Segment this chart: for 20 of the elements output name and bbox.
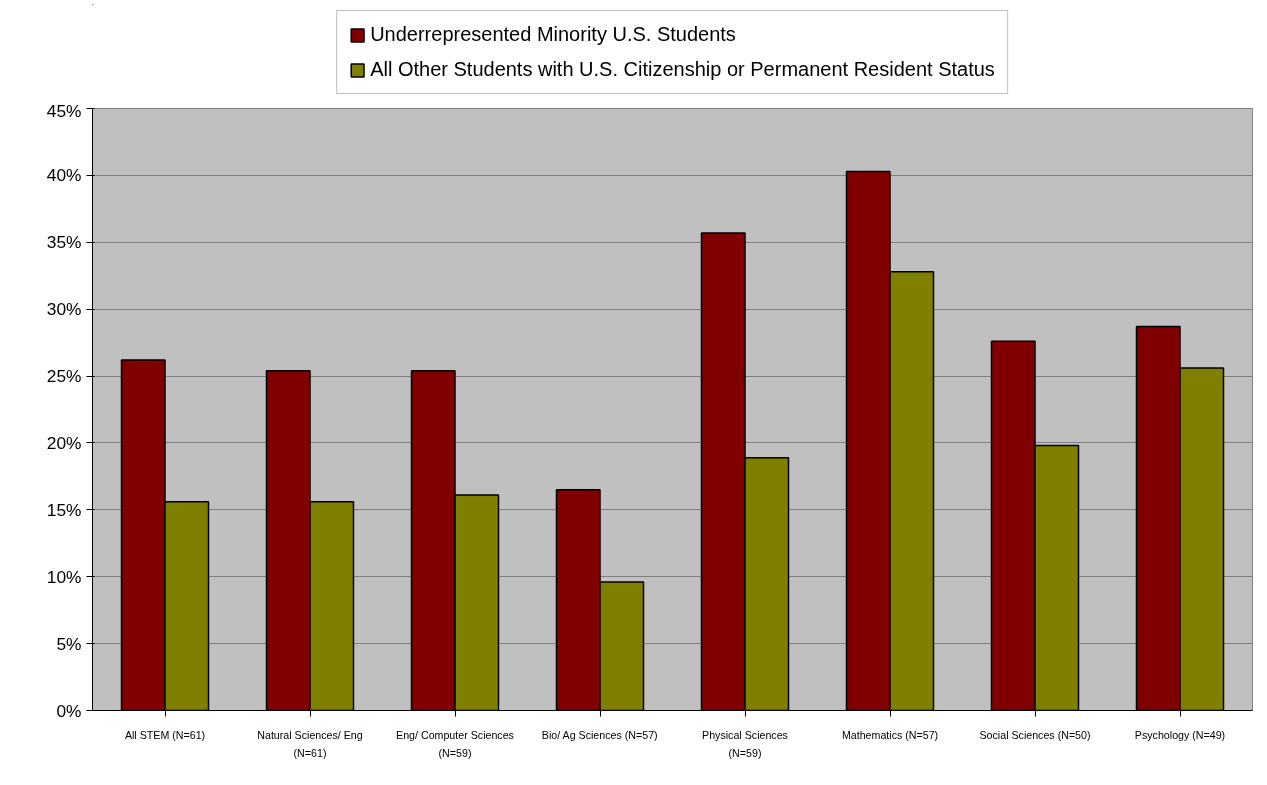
y-tick-label: 40% — [46, 165, 82, 186]
y-tick-label: 45% — [46, 100, 82, 121]
x-tick-label: Bio/ Ag Sciences (N=57) — [541, 728, 658, 741]
x-tick-label: Psychology (N=49) — [1134, 728, 1226, 741]
x-tick-label: Eng/ Computer Sciences (N=59) — [396, 728, 514, 759]
y-tick-label: 30% — [46, 299, 82, 320]
y-tick-label: 25% — [46, 366, 82, 387]
y-tick-label: 10% — [46, 566, 82, 587]
legend-label: All Other Students with U.S. Citizenship or Permanent Resident Status — [370, 58, 995, 81]
y-tick-label: 0% — [56, 700, 82, 721]
x-tick-label: Natural Sciences/ Eng (N=61) — [257, 728, 363, 759]
x-tick-label: Social Sciences (N=50) — [979, 728, 1091, 741]
legend-label: Underrepresented Minority U.S. Students — [370, 23, 736, 46]
y-tick-label: 5% — [56, 633, 82, 654]
y-tick-label: 15% — [46, 499, 82, 520]
x-tick-label: All STEM (N=61) — [124, 728, 206, 741]
y-tick-label: 35% — [46, 232, 82, 253]
y-tick-label: 20% — [46, 432, 82, 453]
x-tick-label: Mathematics (N=57) — [841, 728, 939, 741]
x-tick-label: Physical Sciences (N=59) — [702, 728, 788, 759]
